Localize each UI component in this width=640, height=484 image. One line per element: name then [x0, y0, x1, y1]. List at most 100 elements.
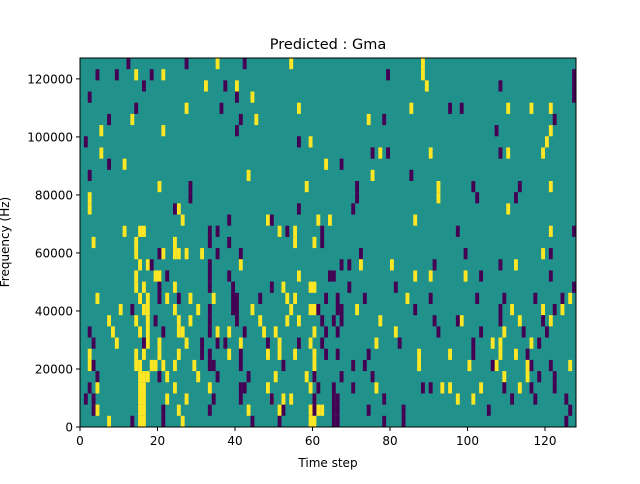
heatmap-cell-high — [293, 225, 298, 237]
heatmap-cell-low — [498, 147, 503, 159]
heatmap-cell-low — [227, 236, 232, 249]
heatmap-cell-high — [142, 404, 146, 416]
heatmap-cell-high — [180, 214, 185, 226]
heatmap-cell-high — [188, 315, 193, 327]
heatmap-cell-high — [161, 125, 166, 137]
x-axis-label: Time step — [297, 456, 357, 470]
heatmap-cell-high — [289, 58, 294, 70]
heatmap-cell-high — [145, 326, 150, 338]
heatmap-cell-low — [428, 292, 433, 304]
heatmap-cell-high — [428, 147, 433, 159]
heatmap-cell-high — [312, 236, 317, 249]
heatmap-cell-high — [297, 270, 301, 282]
heatmap-cell-high — [498, 337, 503, 349]
heatmap-cell-high — [246, 404, 251, 416]
heatmap-cell-high — [266, 382, 270, 394]
y-axis-ticks: 0 20000 40000 60000 80000 100000 120000 — [27, 72, 80, 435]
heatmap-cell-high — [421, 58, 425, 70]
chart-title: Predicted : Gma — [270, 37, 386, 53]
heatmap-cell-high — [180, 415, 185, 427]
heatmap-cell-low — [339, 304, 344, 316]
heatmap-cell-high — [258, 315, 263, 327]
heatmap-cell-low — [359, 248, 363, 260]
heatmap-cell-low — [258, 292, 263, 304]
heatmap-cell-high — [463, 270, 468, 282]
heatmap-cell-low — [246, 371, 251, 383]
heatmap-cell-low — [207, 281, 212, 293]
heatmap-cell-high — [289, 304, 294, 316]
heatmap-cell-high — [145, 304, 150, 316]
heatmap-cell-high — [548, 315, 553, 327]
heatmap-cell-high — [142, 393, 146, 405]
heatmap-cell-low — [355, 192, 360, 204]
heatmap-cell-low — [157, 371, 162, 383]
heatmap-cell-high — [173, 248, 177, 260]
heatmap-cell-low — [219, 102, 224, 114]
heatmap-cell-low — [560, 292, 565, 304]
heatmap-cell-low — [324, 348, 329, 360]
heatmap-cell-high — [87, 359, 92, 372]
heatmap-cell-high — [312, 304, 317, 316]
heatmap-cell-low — [347, 281, 352, 293]
heatmap-cell-high — [413, 270, 418, 282]
heatmap-cell-high — [297, 315, 301, 327]
heatmap-cell-high — [165, 371, 170, 383]
heatmap-cell-high — [250, 304, 255, 316]
heatmap-cell-low — [227, 214, 232, 226]
heatmap-cell-low — [149, 69, 154, 81]
heatmap-cell-low — [242, 326, 247, 338]
heatmap-cell-low — [211, 393, 216, 405]
heatmap-cell-low — [479, 326, 484, 338]
heatmap-cell-low — [339, 371, 344, 383]
heatmap-cell-low — [498, 259, 503, 271]
heatmap-cell-high — [568, 359, 573, 372]
heatmap-cell-low — [83, 393, 88, 405]
heatmap-cell-low — [153, 315, 158, 327]
heatmap-cell-high — [502, 371, 507, 383]
heatmap-cell-high — [95, 292, 100, 304]
heatmap-cell-high — [320, 404, 325, 416]
heatmap-cell-high — [138, 259, 143, 271]
heatmap-cell-low — [235, 125, 239, 137]
heatmap-cell-low — [355, 181, 360, 193]
heatmap-cell-high — [529, 102, 534, 114]
heatmap-cell-low — [231, 281, 236, 293]
heatmap-cell-high — [157, 348, 162, 360]
heatmap-cell-high — [87, 348, 92, 360]
heatmap-cell-high — [142, 225, 146, 237]
heatmap-cell-low — [548, 270, 553, 282]
heatmap-cell-low — [479, 270, 484, 282]
heatmap-cell-high — [235, 80, 239, 92]
heatmap-cell-high — [122, 225, 127, 237]
heatmap-cell-low — [238, 113, 243, 126]
heatmap-cell-high — [138, 415, 143, 427]
heatmap-cell-high — [184, 337, 189, 349]
heatmap-cell-high — [122, 158, 127, 170]
heatmap-cell-low — [173, 203, 177, 215]
heatmap-cell-low — [432, 315, 437, 327]
heatmap-cell-low — [552, 382, 557, 394]
heatmap-cell-high — [548, 181, 553, 193]
heatmap-cell-low — [436, 326, 441, 338]
heatmap-cell-high — [277, 348, 282, 360]
heatmap-cell-low — [517, 181, 522, 193]
heatmap-cell-high — [196, 304, 201, 316]
heatmap-cell-high — [134, 281, 139, 293]
heatmap-cell-high — [176, 326, 181, 338]
heatmap-cell-high — [95, 382, 100, 394]
heatmap-cell-low — [362, 292, 367, 304]
heatmap-cell-low — [471, 337, 476, 349]
heatmap-cell-high — [149, 359, 154, 372]
heatmap-cell-high — [165, 393, 170, 405]
heatmap-cell-high — [161, 69, 166, 81]
heatmap-cell-high — [506, 203, 511, 215]
heatmap-cell-high — [393, 326, 398, 338]
heatmap-cell-low — [475, 192, 480, 204]
heatmap-cell-high — [428, 270, 433, 282]
heatmap-cell-high — [134, 359, 139, 372]
heatmap-cell-high — [455, 393, 460, 405]
heatmap-cell-low — [529, 359, 534, 372]
heatmap-cell-high — [207, 382, 212, 394]
heatmap-cell-high — [91, 236, 96, 249]
heatmap-cell-high — [176, 315, 181, 327]
